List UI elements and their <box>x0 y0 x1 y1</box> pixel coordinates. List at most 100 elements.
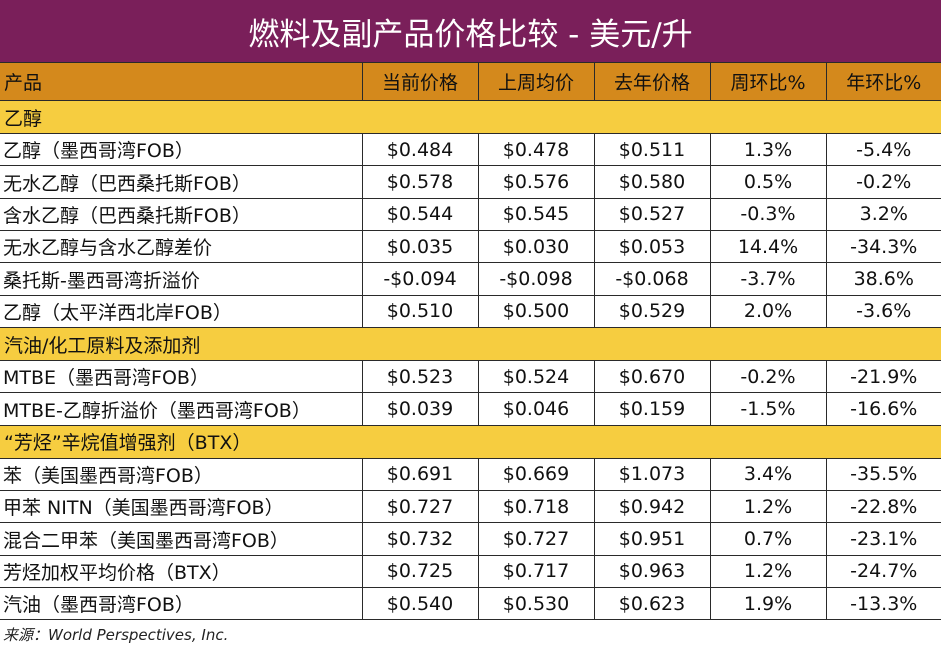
current-price-cell: $0.732 <box>361 522 478 556</box>
last-week-avg-cell: $0.030 <box>477 230 594 264</box>
product-name-cell: 汽油（墨西哥湾FOB） <box>0 587 362 621</box>
year-change-cell: -24.7% <box>825 555 941 589</box>
product-name-cell: 乙醇（墨西哥湾FOB） <box>0 133 362 167</box>
table-row: 芳烃加权平均价格（BTX） $0.725 $0.717 $0.963 1.2% -24.7… <box>0 555 941 589</box>
year-change-cell: -5.4% <box>825 133 941 167</box>
current-price-cell: $0.725 <box>361 555 478 589</box>
last-week-avg-cell: $0.727 <box>477 522 594 556</box>
last-week-avg-cell: $0.046 <box>477 392 594 426</box>
week-change-cell: -0.2% <box>709 360 826 394</box>
current-price-cell: $0.039 <box>361 392 478 426</box>
current-price-cell: $0.544 <box>361 198 478 232</box>
last-year-price-cell: $0.942 <box>593 490 710 524</box>
current-price-cell: $0.484 <box>361 133 478 167</box>
week-change-cell: 0.5% <box>709 165 826 199</box>
last-week-avg-cell: $0.717 <box>477 555 594 589</box>
header-week-change: 周环比% <box>709 62 826 101</box>
week-change-cell: 3.4% <box>709 458 826 492</box>
last-year-price-cell: $0.580 <box>593 165 710 199</box>
table-row: 混合二甲苯（美国墨西哥湾FOB） $0.732 $0.727 $0.951 0.7% -2… <box>0 522 941 556</box>
table-row: 汽油（墨西哥湾FOB） $0.540 $0.530 $0.623 1.9% -13.3% <box>0 587 941 621</box>
product-name-cell: 芳烃加权平均价格（BTX） <box>0 555 362 589</box>
year-change-cell: -21.9% <box>825 360 941 394</box>
week-change-cell: 2.0% <box>709 295 826 329</box>
section-title: 乙醇 <box>0 100 941 134</box>
year-change-cell: 38.6% <box>825 262 941 296</box>
current-price-cell: $0.523 <box>361 360 478 394</box>
product-name-cell: 无水乙醇（巴西桑托斯FOB） <box>0 165 362 199</box>
price-comparison-table: 产品 当前价格 上周均价 去年价格 周环比% 年环比% 乙醇 乙醇（墨西哥湾FOB… <box>0 62 941 621</box>
current-price-cell: $0.578 <box>361 165 478 199</box>
last-week-avg-cell: $0.530 <box>477 587 594 621</box>
last-year-price-cell: $0.670 <box>593 360 710 394</box>
last-week-avg-cell: $0.669 <box>477 458 594 492</box>
week-change-cell: -0.3% <box>709 198 826 232</box>
week-change-cell: 1.9% <box>709 587 826 621</box>
table-title: 燃料及副产品价格比较 - 美元/升 <box>0 0 941 62</box>
week-change-cell: 1.3% <box>709 133 826 167</box>
header-row: 产品 当前价格 上周均价 去年价格 周环比% 年环比% <box>0 62 941 101</box>
table-row: MTBE-乙醇折溢价（墨西哥湾FOB） $0.039 $0.046 $0.159 -1.… <box>0 392 941 426</box>
product-name-cell: 甲苯 NITN（美国墨西哥湾FOB） <box>0 490 362 524</box>
section-row: “芳烃”辛烷值增强剂（BTX） <box>0 425 941 459</box>
last-week-avg-cell: $0.478 <box>477 133 594 167</box>
product-name-cell: 无水乙醇与含水乙醇差价 <box>0 230 362 264</box>
section-title: 汽油/化工原料及添加剂 <box>0 327 941 362</box>
current-price-cell: $0.510 <box>361 295 478 329</box>
year-change-cell: -13.3% <box>825 587 941 621</box>
table-row: 无水乙醇（巴西桑托斯FOB） $0.578 $0.576 $0.580 0.5% -0.2… <box>0 165 941 199</box>
table-row: MTBE（墨西哥湾FOB） $0.523 $0.524 $0.670 -0.2% -21.… <box>0 360 941 394</box>
last-year-price-cell: $0.623 <box>593 587 710 621</box>
last-week-avg-cell: -$0.098 <box>477 262 594 296</box>
last-year-price-cell: $0.511 <box>593 133 710 167</box>
last-year-price-cell: $0.053 <box>593 230 710 264</box>
product-name-cell: 桑托斯-墨西哥湾折溢价 <box>0 262 362 296</box>
year-change-cell: -35.5% <box>825 458 941 492</box>
last-year-price-cell: $1.073 <box>593 458 710 492</box>
week-change-cell: 1.2% <box>709 555 826 589</box>
current-price-cell: $0.540 <box>361 587 478 621</box>
product-name-cell: 苯（美国墨西哥湾FOB） <box>0 458 362 492</box>
year-change-cell: -34.3% <box>825 230 941 264</box>
table-row: 桑托斯-墨西哥湾折溢价 -$0.094 -$0.098 -$0.068 -3.7% 38.… <box>0 262 941 296</box>
table-row: 含水乙醇（巴西桑托斯FOB） $0.544 $0.545 $0.527 -0.3% 3.2… <box>0 198 941 232</box>
header-product: 产品 <box>0 62 362 101</box>
header-current-price: 当前价格 <box>361 62 478 101</box>
last-year-price-cell: $0.527 <box>593 198 710 232</box>
last-week-avg-cell: $0.576 <box>477 165 594 199</box>
year-change-cell: -0.2% <box>825 165 941 199</box>
week-change-cell: 0.7% <box>709 522 826 556</box>
week-change-cell: -1.5% <box>709 392 826 426</box>
source-note: 来源：World Perspectives, Inc. <box>3 626 229 645</box>
section-title: “芳烃”辛烷值增强剂（BTX） <box>0 425 941 459</box>
last-week-avg-cell: $0.524 <box>477 360 594 394</box>
year-change-cell: 3.2% <box>825 198 941 232</box>
current-price-cell: $0.035 <box>361 230 478 264</box>
week-change-cell: -3.7% <box>709 262 826 296</box>
current-price-cell: $0.727 <box>361 490 478 524</box>
year-change-cell: -16.6% <box>825 392 941 426</box>
section-row: 汽油/化工原料及添加剂 <box>0 327 941 362</box>
table-row: 苯（美国墨西哥湾FOB） $0.691 $0.669 $1.073 3.4% -35.5% <box>0 458 941 492</box>
table-row: 无水乙醇与含水乙醇差价 $0.035 $0.030 $0.053 14.4% -34.3% <box>0 230 941 264</box>
last-week-avg-cell: $0.500 <box>477 295 594 329</box>
year-change-cell: -23.1% <box>825 522 941 556</box>
table-row: 乙醇（墨西哥湾FOB） $0.484 $0.478 $0.511 1.3% -5.4% <box>0 133 941 167</box>
header-last-year-price: 去年价格 <box>593 62 710 101</box>
last-week-avg-cell: $0.718 <box>477 490 594 524</box>
product-name-cell: 乙醇（太平洋西北岸FOB） <box>0 295 362 329</box>
header-year-change: 年环比% <box>825 62 941 101</box>
product-name-cell: MTBE（墨西哥湾FOB） <box>0 360 362 394</box>
week-change-cell: 14.4% <box>709 230 826 264</box>
table-row: 乙醇（太平洋西北岸FOB） $0.510 $0.500 $0.529 2.0% -3.6% <box>0 295 941 329</box>
product-name-cell: 混合二甲苯（美国墨西哥湾FOB） <box>0 522 362 556</box>
year-change-cell: -22.8% <box>825 490 941 524</box>
current-price-cell: -$0.094 <box>361 262 478 296</box>
week-change-cell: 1.2% <box>709 490 826 524</box>
last-week-avg-cell: $0.545 <box>477 198 594 232</box>
product-name-cell: 含水乙醇（巴西桑托斯FOB） <box>0 198 362 232</box>
last-year-price-cell: $0.951 <box>593 522 710 556</box>
header-last-week-avg: 上周均价 <box>477 62 594 101</box>
last-year-price-cell: $0.159 <box>593 392 710 426</box>
last-year-price-cell: -$0.068 <box>593 262 710 296</box>
